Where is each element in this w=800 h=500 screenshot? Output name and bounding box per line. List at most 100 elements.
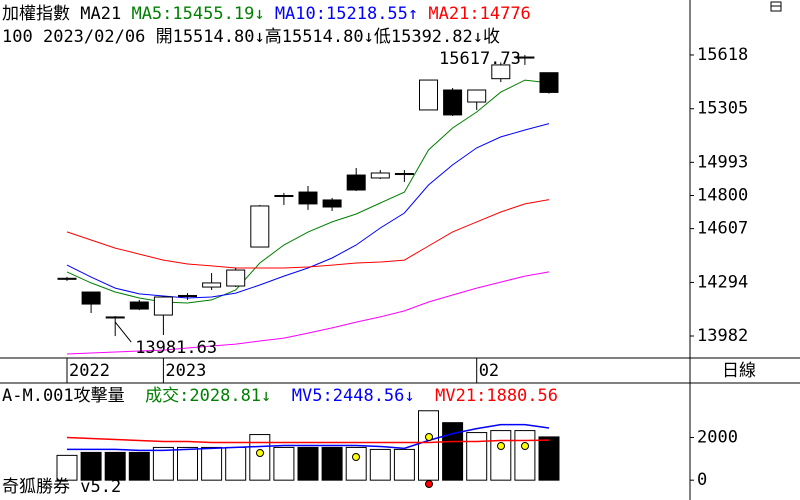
text-part: :	[316, 4, 326, 24]
text-part: MA5	[131, 4, 162, 24]
ma-line	[66, 123, 550, 299]
volume-bar	[321, 446, 343, 481]
text-part: 2023/02/06	[43, 27, 145, 47]
volume-bar	[128, 451, 150, 481]
y-tick-label: 14294	[697, 272, 748, 292]
volume-bar	[442, 422, 464, 481]
text-part: ↓	[404, 386, 414, 406]
text-part: 15392.82	[391, 27, 473, 47]
volume-bar	[538, 436, 560, 481]
volume-bar	[490, 430, 512, 481]
text-part: 加權指數	[2, 4, 70, 24]
text-part: :	[323, 386, 333, 406]
candle-body	[346, 174, 366, 191]
candle-body	[539, 72, 559, 93]
period-label[interactable]: 日線	[722, 361, 756, 381]
candle-body	[57, 277, 77, 280]
text-part: MA10	[275, 4, 316, 24]
signal-dots	[256, 433, 529, 488]
text-part: ↓	[254, 4, 264, 24]
volume-bar	[393, 448, 415, 481]
signal-dot	[352, 453, 360, 461]
text-part: 2028.81	[189, 386, 261, 406]
text-part: :	[179, 386, 189, 406]
quote-info: 100 2023/02/06 開15514.80↓高15514.80↓低1539…	[2, 27, 500, 47]
candle-body	[443, 89, 463, 116]
text-part: ↓	[261, 386, 271, 406]
ma-line	[66, 199, 550, 269]
x-tick-label: 2022	[69, 361, 110, 381]
ma-line	[66, 271, 550, 355]
candle-body	[467, 89, 487, 103]
signal-dot	[256, 449, 264, 457]
text-part: MV21	[435, 386, 476, 406]
x-tick-label: 2023	[165, 361, 206, 381]
candle-body	[202, 282, 222, 288]
text-part: 15218.55	[326, 4, 408, 24]
price-panel: 加權指數 MA21 MA5:15455.19↓ MA10:15218.55↑ M…	[2, 4, 559, 358]
text-part: 高	[265, 27, 282, 47]
text-part: 成交	[145, 386, 179, 406]
candle-body	[81, 291, 101, 305]
y-tick-label: 2000	[697, 428, 738, 448]
candle-body	[370, 172, 390, 179]
volume-panel: A-M.001攻擊量 成交:2028.81↓ MV5:2448.56↓ MV21…	[2, 386, 560, 481]
low-label: 13981.63	[135, 338, 217, 358]
candle-body	[515, 56, 535, 59]
text-part: MA21	[80, 4, 121, 24]
text-part: MA21	[428, 4, 469, 24]
volume-bar	[297, 446, 319, 481]
candle-body	[491, 64, 511, 80]
candle-body	[178, 294, 197, 298]
text-part: 開	[156, 27, 173, 47]
volume-bar	[345, 446, 367, 481]
text-part: 15514.80	[282, 27, 364, 47]
text-part: 1880.56	[486, 386, 558, 406]
volume-bar	[273, 446, 295, 481]
volume-bar	[56, 454, 78, 481]
candle-body	[298, 191, 318, 205]
chart-header: A-M.001攻擊量 成交:2028.81↓ MV5:2448.56↓ MV21…	[2, 386, 558, 406]
candle-body	[250, 205, 270, 248]
text-part: :	[162, 4, 172, 24]
y-tick-label: 14800	[697, 185, 748, 205]
ma-line	[66, 79, 550, 304]
volume-bar	[249, 434, 271, 481]
text-part: ↓	[254, 27, 264, 47]
x-tick-label: 02	[479, 361, 499, 381]
volume-bar	[80, 451, 102, 481]
volume-ma-line	[67, 423, 550, 452]
candle-body	[129, 301, 149, 310]
volume-ma-line	[66, 436, 550, 444]
text-part: ↓	[364, 27, 374, 47]
candle-body	[105, 316, 125, 319]
candle-body	[153, 296, 173, 316]
volume-bar	[152, 446, 174, 481]
signal-dot	[425, 480, 433, 488]
y-tick-label: 13982	[697, 326, 748, 346]
text-part: 15455.19	[172, 4, 254, 24]
y-tick-label: 0	[697, 470, 707, 490]
text-part: 14776	[480, 4, 531, 24]
text-part: MV5	[292, 386, 323, 406]
footer-label: 奇狐勝券 v5.2	[2, 477, 121, 497]
text-part: 100	[2, 27, 33, 47]
high-label: 15617.73	[439, 49, 521, 69]
signal-dot	[497, 442, 505, 450]
volume-bar	[369, 448, 391, 481]
volume-bar	[514, 430, 536, 481]
text-part: 低	[374, 27, 391, 47]
text-part: 收	[483, 27, 500, 47]
text-part: ↓	[473, 27, 483, 47]
volume-bar	[418, 410, 439, 481]
text-part: 2448.56	[333, 386, 405, 406]
signal-dot	[425, 433, 433, 441]
candle-body	[419, 79, 438, 111]
text-part: A-M.001攻擊量	[2, 386, 125, 406]
candle-body	[274, 194, 294, 198]
text-part: 15514.80	[173, 27, 255, 47]
y-tick-label: 14607	[697, 219, 748, 239]
signal-dot	[521, 442, 529, 450]
